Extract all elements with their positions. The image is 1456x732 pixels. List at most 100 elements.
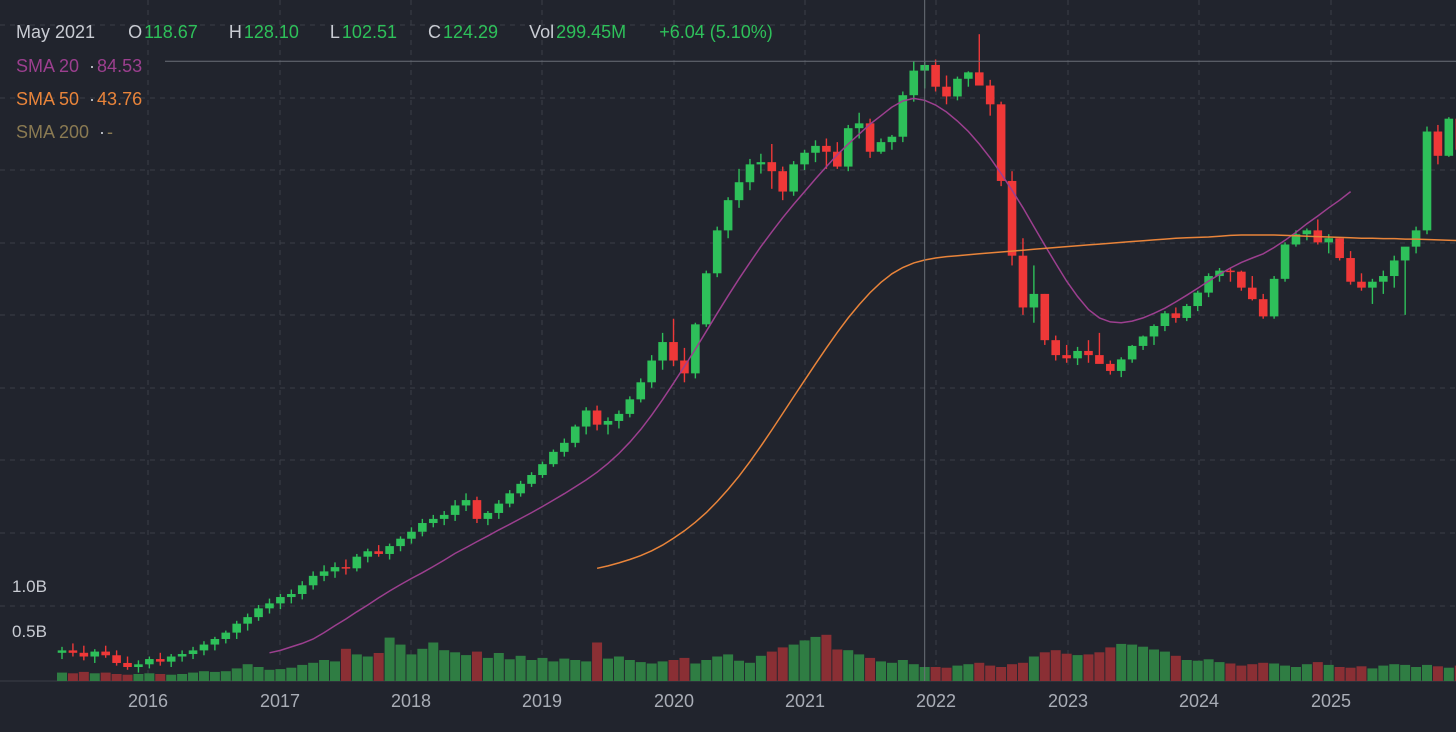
volume-label: Vol: [529, 22, 555, 42]
candle-body: [450, 505, 460, 515]
candle: [1269, 276, 1279, 319]
volume-bar: [679, 657, 690, 681]
candle: [734, 168, 744, 208]
volume-bar: [100, 672, 111, 681]
candle-body: [570, 426, 580, 443]
x-tick-label-2024: 2024: [1178, 691, 1220, 711]
sma50-legend[interactable]: SMA 50 · 43.76: [16, 89, 144, 110]
volume-bar: [1159, 651, 1170, 681]
candle: [134, 660, 143, 673]
volume-bar: [963, 664, 974, 681]
candle: [276, 593, 285, 610]
volume-bar: [1301, 664, 1312, 681]
candle-body: [407, 531, 416, 539]
candle: [145, 656, 154, 669]
candle: [1389, 255, 1399, 288]
volume-bar: [144, 673, 155, 681]
candle-body: [57, 650, 67, 653]
sma20-legend[interactable]: SMA 20 · 84.53: [16, 56, 144, 77]
candle: [996, 101, 1006, 187]
volume-bar: [952, 665, 963, 681]
volume-bar: [297, 664, 308, 681]
volume-bars: [57, 634, 1456, 681]
candle: [931, 59, 940, 92]
volume-bar: [504, 659, 515, 681]
candle-body: [112, 655, 121, 663]
volume-bar: [1127, 644, 1138, 681]
candle-body: [363, 551, 373, 557]
volume-bar: [930, 667, 941, 681]
high-label: H: [228, 22, 242, 42]
high-value: 128.10: [243, 22, 299, 42]
volume-bar: [701, 660, 712, 681]
candle-body: [1193, 292, 1202, 307]
sma50-value: 43.76: [97, 89, 143, 109]
volume-bar: [1116, 643, 1127, 681]
candle-body: [1171, 313, 1181, 318]
candle-body: [1160, 313, 1170, 327]
volume-bar: [570, 660, 581, 681]
candle-body: [1084, 350, 1093, 356]
candle-body: [1106, 363, 1115, 371]
sma200-legend[interactable]: SMA 200 · -: [16, 122, 115, 143]
candle-body: [1226, 270, 1235, 273]
candle-body: [1379, 276, 1388, 282]
volume-value: 299.45M: [556, 22, 627, 42]
candle: [592, 405, 602, 431]
volume-bar: [133, 674, 144, 681]
candle: [1018, 238, 1028, 315]
candle: [1258, 293, 1268, 319]
volume-bar: [1443, 667, 1454, 681]
candle-body: [221, 632, 231, 639]
volume-bar: [177, 674, 188, 681]
candle: [822, 138, 831, 169]
volume-bar: [624, 660, 635, 681]
volume-bar: [166, 674, 177, 681]
candle-body: [1335, 238, 1344, 259]
candle: [1160, 311, 1170, 332]
x-tick-label-2020: 2020: [653, 691, 695, 711]
volume-bar: [340, 648, 351, 681]
candle-body: [592, 410, 602, 425]
candle-body: [374, 551, 383, 554]
candle: [756, 153, 766, 174]
candle-body: [909, 70, 919, 96]
candle-body: [581, 410, 591, 427]
candle: [1357, 273, 1366, 291]
candle: [1095, 332, 1104, 364]
candle-body: [1182, 306, 1192, 318]
candle: [1106, 360, 1115, 375]
candle-body: [134, 664, 143, 668]
candle-body: [155, 659, 165, 662]
candle: [658, 332, 667, 370]
volume-bar: [1258, 662, 1269, 681]
candle-body: [1237, 271, 1246, 288]
candle: [964, 71, 973, 87]
candle-body: [341, 567, 351, 569]
sma50-separator: ·: [89, 89, 96, 109]
volume-bar: [1017, 662, 1028, 681]
candle-body: [1051, 340, 1061, 356]
volume-bar: [406, 654, 417, 681]
candle-body: [647, 360, 656, 383]
volume-bar: [428, 642, 439, 681]
candle-body: [636, 382, 646, 400]
candle: [101, 645, 110, 658]
volume-bar: [188, 672, 199, 681]
volume-bar: [242, 664, 253, 681]
candle-body: [625, 399, 635, 414]
volume-bar: [723, 654, 734, 681]
candle-body: [330, 567, 340, 572]
candle: [745, 158, 755, 191]
candle-body: [505, 493, 515, 504]
candle-body: [822, 145, 831, 152]
candle-body: [723, 200, 733, 231]
candle-body: [1029, 293, 1039, 308]
candle-body: [658, 342, 667, 361]
volume-bar: [67, 673, 78, 681]
candle: [79, 645, 89, 661]
open-value: 118.67: [144, 22, 198, 42]
volume-bar: [384, 637, 395, 681]
candle: [57, 646, 67, 660]
